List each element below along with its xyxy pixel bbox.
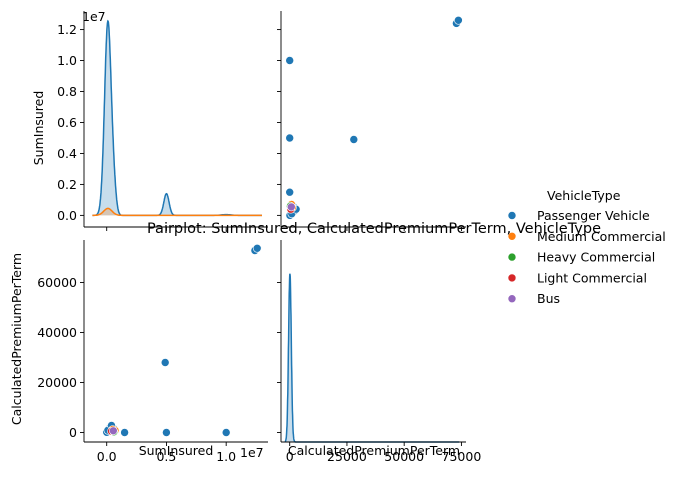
kde-line-suminsured-0 — [92, 19, 262, 217]
x-axis-label-premium: CalculatedPremiumPerTerm — [288, 443, 460, 458]
legend-marker-1 — [507, 232, 517, 241]
point-bl-3 — [221, 428, 231, 437]
x-axis-label-suminsured: SumInsured — [139, 443, 214, 458]
point-tr-1 — [454, 15, 463, 25]
point-bl-1 — [252, 244, 262, 253]
legend: Passenger Vehicle Medium Commercial Heavy … — [507, 208, 666, 306]
legend-entry-1: Medium Commercial — [537, 229, 666, 244]
y-axis-label-suminsured: SumInsured — [31, 91, 46, 166]
ytick-premium-left-label-2: 40000 — [37, 325, 77, 340]
legend-entry-0: Passenger Vehicle — [537, 208, 650, 223]
xtick-suminsured-bottom-label-2: 1.0 — [216, 449, 236, 464]
ytick-premium-left-label-1: 20000 — [37, 375, 77, 390]
ytick-suminsured-left-label-6: 1.2 — [57, 22, 77, 37]
kde-line-suminsured-1 — [92, 207, 262, 217]
point-bl-2 — [160, 358, 170, 367]
chart-text: 1e7 1e7 SumInsured CalculatedPremiumPerT… — [9, 9, 621, 464]
ytick-suminsured-left-label-0: 0.0 — [57, 208, 77, 223]
kde-fill-suminsured-0 — [92, 21, 263, 216]
legend-entry-2: Heavy Commercial — [537, 250, 655, 265]
ytick-suminsured-left-label-3: 0.6 — [57, 115, 77, 130]
offset-text-x-bottom: 1e7 — [240, 445, 264, 460]
ytick-premium-left-label-0: 0 — [69, 425, 77, 440]
xtick-premium-bottom-label-0: 0 — [286, 449, 294, 464]
point-tr-3 — [285, 56, 295, 65]
y-axis-label-premium: CalculatedPremiumPerTerm — [9, 253, 24, 425]
ytick-suminsured-left-label-4: 0.8 — [57, 84, 77, 99]
chart-axes — [80, 11, 466, 446]
legend-marker-2 — [507, 252, 517, 262]
xtick-premium-bottom-label-2: 50000 — [384, 449, 424, 464]
offset-text-y-top: 1e7 — [82, 9, 106, 24]
ytick-premium-left-label-3: 60000 — [37, 275, 77, 290]
point-bl-4 — [162, 428, 171, 437]
xtick-suminsured-bottom-label-1: 0.5 — [156, 449, 176, 464]
legend-marker-0 — [507, 211, 517, 220]
point-bl-17 — [109, 426, 118, 436]
point-tr-17 — [286, 202, 296, 212]
legend-title: VehicleType — [547, 188, 621, 203]
point-tr-4 — [285, 133, 295, 143]
kde-line-premium-0 — [284, 273, 460, 443]
chart-marks — [92, 15, 463, 443]
ytick-suminsured-left-label-5: 1.0 — [57, 53, 77, 68]
point-tr-5 — [285, 187, 295, 197]
legend-marker-3 — [507, 273, 517, 283]
legend-marker-4 — [507, 294, 517, 304]
xtick-premium-bottom-label-1: 25000 — [327, 449, 367, 464]
kde-fill-premium-0 — [285, 273, 460, 442]
xtick-premium-bottom-label-3: 75000 — [442, 449, 482, 464]
ytick-suminsured-left-label-2: 0.4 — [57, 146, 77, 161]
legend-entry-3: Light Commercial — [537, 270, 647, 285]
point-bl-5 — [120, 428, 129, 437]
xtick-suminsured-bottom-label-0: 0.0 — [97, 449, 117, 464]
chart-title: Pairplot: SumInsured, CalculatedPremiumP… — [147, 221, 601, 237]
legend-entry-4: Bus — [537, 291, 560, 306]
ytick-suminsured-left-label-1: 0.2 — [57, 177, 77, 192]
point-tr-2 — [349, 135, 359, 144]
